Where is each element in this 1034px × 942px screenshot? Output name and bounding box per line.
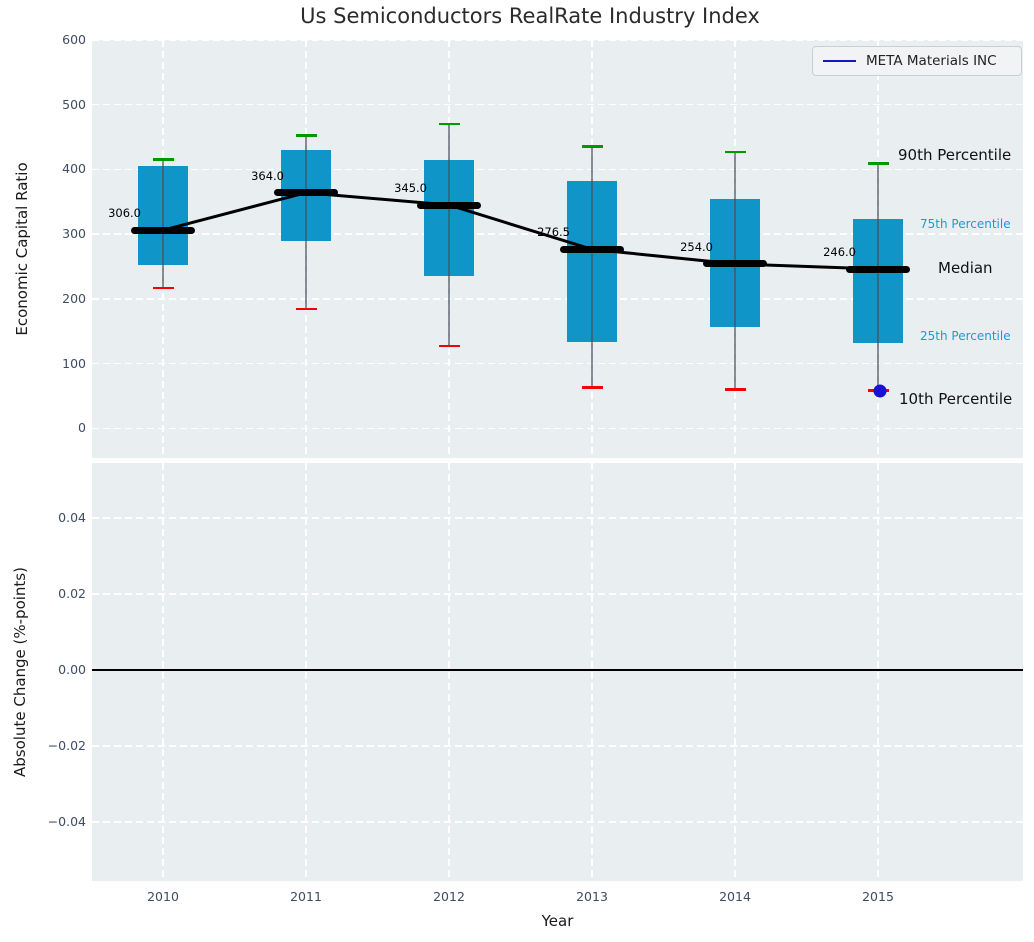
median-value-annotation-2010: 306.0 (108, 206, 141, 221)
ytick-label: −0.02 (47, 738, 86, 754)
chart-title: Us Semiconductors RealRate Industry Inde… (300, 4, 760, 28)
gridline-horizontal (92, 427, 1023, 429)
ytick-label: 0.00 (58, 662, 86, 678)
cap-90th-percentile-2012 (438, 122, 460, 126)
median-value-annotation-2013: 276.5 (537, 225, 570, 240)
xtick-label: 2011 (290, 889, 322, 904)
percentile-label-p75: 75th Percentile (920, 217, 1011, 232)
median-value-annotation-2011: 364.0 (251, 168, 284, 183)
gridline-horizontal (92, 517, 1023, 519)
ytick-label: 100 (62, 355, 86, 371)
median-value-annotation-2015: 246.0 (823, 245, 856, 260)
gridline-horizontal (92, 745, 1023, 747)
xtick-label: 2014 (719, 889, 751, 904)
gridline-vertical (877, 463, 879, 881)
xtick-label: 2013 (576, 889, 608, 904)
percentile-label-p90: 90th Percentile (898, 145, 1012, 164)
ytick-label: 0 (78, 420, 86, 436)
xtick-label: 2015 (862, 889, 894, 904)
whisker-2015 (877, 163, 879, 391)
gridline-vertical (162, 463, 164, 881)
median-bar-2014 (703, 260, 767, 268)
median-bar-2015 (846, 265, 910, 273)
ytick-label: −0.04 (47, 814, 86, 830)
plot-area-absolute-change (92, 463, 1023, 881)
ytick-label: 600 (62, 32, 86, 47)
gridline-vertical (591, 463, 593, 881)
ytick-label: 0.02 (58, 586, 86, 602)
whisker-2012 (448, 124, 450, 347)
meta-materials-point (873, 384, 887, 398)
ytick-label: 500 (62, 96, 86, 112)
legend-line-icon (823, 59, 856, 63)
xtick-label: 2010 (147, 889, 179, 904)
ytick-label: 200 (62, 290, 86, 306)
xtick-label: 2012 (433, 889, 465, 904)
plot-area-economic-capital-ratio: 306.0 364.0 345.0 276.5 254.0 246.0 90th Perce… (92, 39, 1023, 458)
median-bar-2013 (560, 245, 624, 253)
gridline-horizontal (92, 104, 1023, 106)
median-bar-2010 (131, 226, 195, 234)
cap-90th-percentile-2015 (867, 162, 889, 165)
median-value-annotation-2012: 345.0 (394, 181, 427, 195)
cap-10th-percentile-2011 (295, 307, 317, 311)
x-axis-label: Year (541, 912, 574, 930)
percentile-label-median: Median (938, 259, 993, 278)
gridline-horizontal (92, 39, 1023, 41)
cap-90th-percentile-2011 (295, 134, 317, 138)
cap-10th-percentile-2012 (438, 344, 460, 348)
ytick-label: 400 (62, 161, 86, 177)
gridline-horizontal (92, 168, 1023, 171)
gridline-vertical (448, 463, 450, 881)
median-value-annotation-2014: 254.0 (680, 239, 713, 254)
percentile-label-p25: 25th Percentile (920, 328, 1011, 343)
gridline-vertical (305, 463, 307, 881)
whisker-2010 (162, 159, 164, 288)
gridline-horizontal (92, 821, 1023, 823)
whisker-2014 (734, 151, 736, 390)
gridline-horizontal (92, 233, 1023, 235)
ytick-label: 0.04 (58, 510, 86, 526)
percentile-label-p10: 10th Percentile (899, 389, 1013, 408)
whisker-2011 (305, 135, 307, 310)
gridline-horizontal (92, 362, 1023, 365)
cap-90th-percentile-2013 (581, 145, 603, 149)
gridline-vertical (734, 463, 736, 881)
legend-label: META Materials INC (866, 53, 997, 69)
cap-10th-percentile-2010 (152, 286, 174, 290)
cap-90th-percentile-2010 (152, 158, 174, 161)
whisker-2013 (591, 146, 593, 388)
median-bar-2012 (417, 201, 481, 209)
cap-10th-percentile-2013 (581, 386, 603, 389)
zero-reference-line (92, 669, 1023, 671)
cap-90th-percentile-2014 (724, 150, 746, 154)
cap-10th-percentile-2014 (724, 388, 746, 391)
median-bar-2011 (274, 189, 338, 197)
legend: META Materials INC (812, 46, 1022, 76)
gridline-horizontal (92, 593, 1023, 595)
gridline-horizontal (92, 298, 1023, 300)
ytick-label: 300 (62, 226, 86, 242)
y-axis-label-top: Economic Capital Ratio (13, 162, 31, 336)
